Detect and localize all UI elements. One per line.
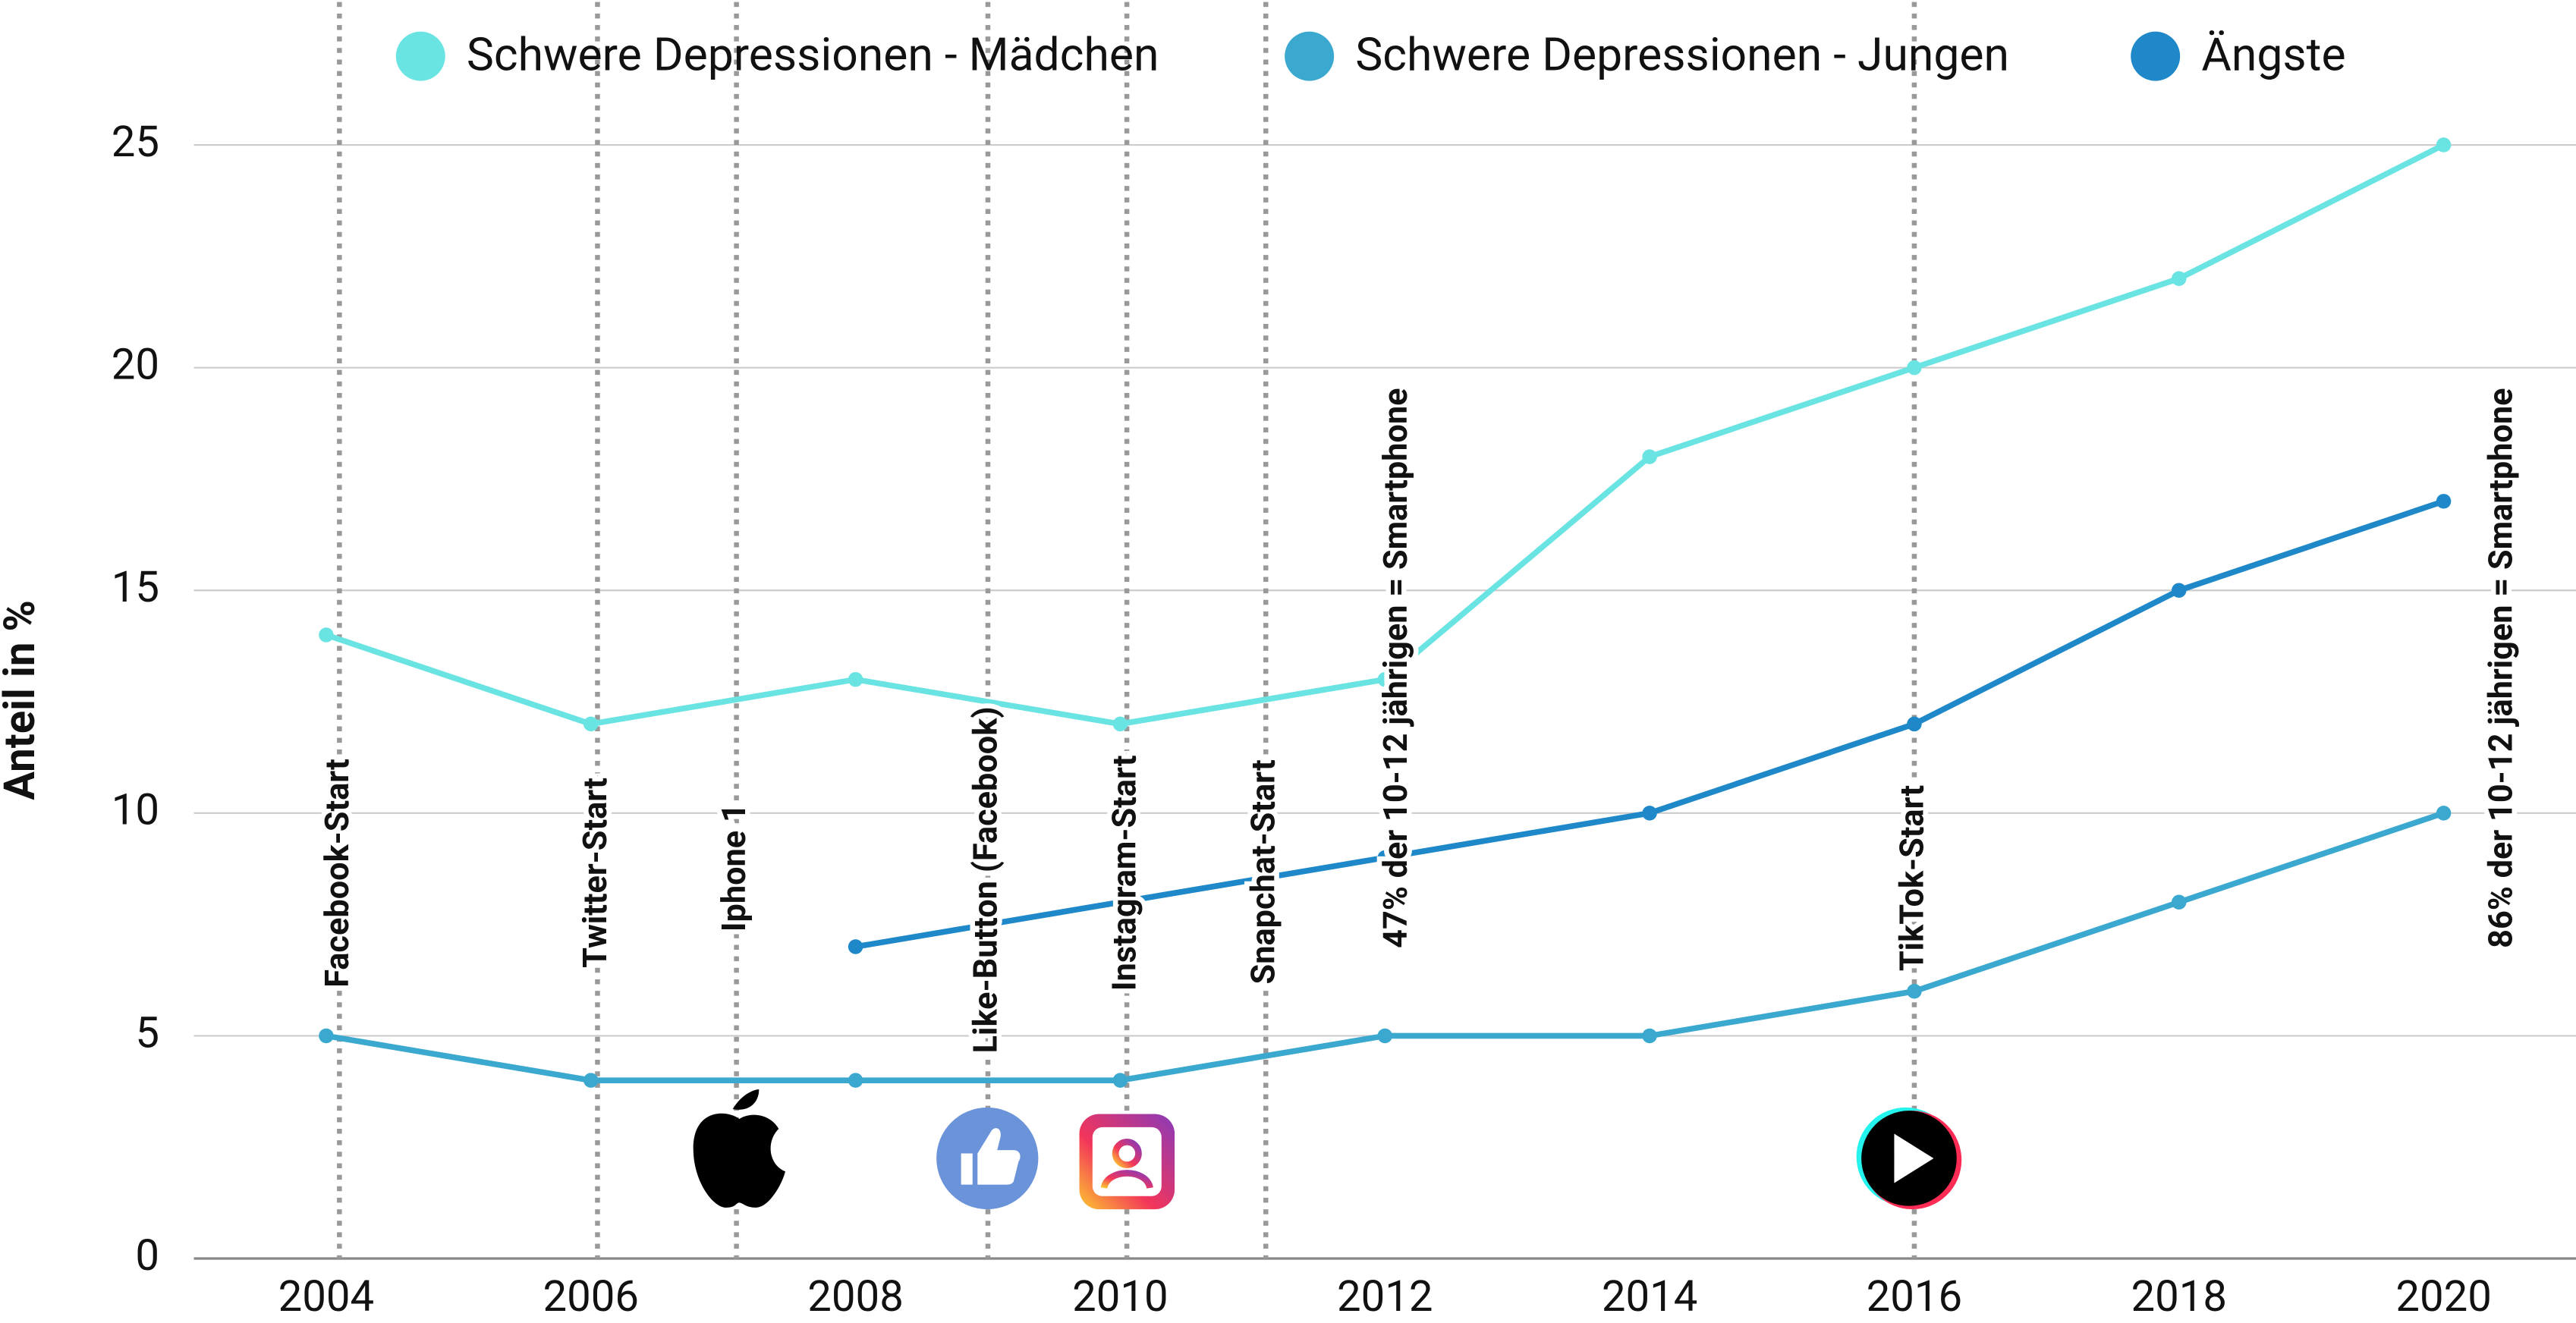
data-point [2436, 137, 2452, 152]
data-point [2172, 271, 2187, 286]
annotation-label: Facebook-Start [318, 759, 357, 988]
data-point [1377, 850, 1392, 866]
y-tick-label: 10 [112, 785, 159, 835]
annotation-label: 47% der 10-12 jährigen = Smartphone [1376, 388, 1415, 947]
data-point [848, 671, 863, 687]
y-tick-label: 25 [112, 117, 159, 167]
annotation-label: Instagram-Start [1106, 755, 1144, 991]
legend-swatch [1285, 31, 1335, 81]
x-tick-label: 2014 [1602, 1271, 1698, 1321]
x-tick-label: 2006 [543, 1271, 639, 1321]
data-point [2436, 494, 2452, 509]
y-tick-label: 0 [135, 1230, 159, 1281]
data-point [1642, 1028, 1657, 1044]
data-point [2172, 894, 2187, 910]
x-tick-label: 2004 [278, 1271, 375, 1321]
data-point [1642, 449, 1657, 464]
x-tick-label: 2020 [2395, 1271, 2492, 1321]
data-point [848, 939, 863, 954]
like-icon [936, 1107, 1039, 1210]
annotation-label: 86% der 10-12 jährigen = Smartphone [2482, 388, 2521, 947]
data-point [1907, 360, 1922, 376]
legend-swatch [395, 31, 445, 81]
data-point [319, 1028, 334, 1044]
data-point [319, 627, 334, 643]
tiktok-icon [1856, 1107, 1962, 1210]
instagram-icon [1079, 1114, 1175, 1210]
data-point [1112, 716, 1128, 732]
data-point [1907, 716, 1922, 732]
data-point [2436, 806, 2452, 821]
data-point [1112, 894, 1128, 910]
legend: Schwere Depressionen - Mädchen Schwere De… [395, 27, 2346, 81]
data-point [1377, 1028, 1392, 1044]
data-point [1112, 1073, 1128, 1088]
annotation-label: Snapchat-Start [1244, 759, 1283, 984]
annotation-label: TikTok-Start [1892, 785, 1931, 971]
legend-label: Ängste [2201, 27, 2345, 81]
x-tick-label: 2012 [1337, 1271, 1433, 1321]
annotation-label: Iphone 1 [715, 803, 753, 932]
apple-icon [693, 1089, 785, 1208]
data-point [1377, 671, 1392, 687]
annotation-label: Twitter-Start [576, 778, 615, 968]
data-point [2172, 583, 2187, 598]
y-axis-label: Anteil in % [0, 600, 45, 800]
x-tick-label: 2018 [2131, 1271, 2227, 1321]
y-tick-label: 5 [135, 1007, 159, 1057]
y-tick-label: 20 [112, 340, 159, 390]
data-point [1907, 983, 1922, 999]
y-tick-label: 15 [112, 562, 159, 612]
annotation-label: Like-Button (Facebook) [966, 706, 1005, 1053]
data-point [848, 1073, 863, 1088]
legend-label: Schwere Depressionen - Mädchen [467, 27, 1159, 81]
data-point [583, 716, 599, 732]
x-tick-label: 2010 [1072, 1271, 1168, 1321]
series-line [854, 498, 2445, 950]
x-tick-label: 2008 [807, 1271, 904, 1321]
x-tick-label: 2016 [1867, 1271, 1963, 1321]
legend-label: Schwere Depressionen - Jungen [1355, 27, 2009, 81]
data-point [1642, 806, 1657, 821]
legend-swatch [2131, 31, 2181, 81]
data-point [583, 1073, 599, 1088]
